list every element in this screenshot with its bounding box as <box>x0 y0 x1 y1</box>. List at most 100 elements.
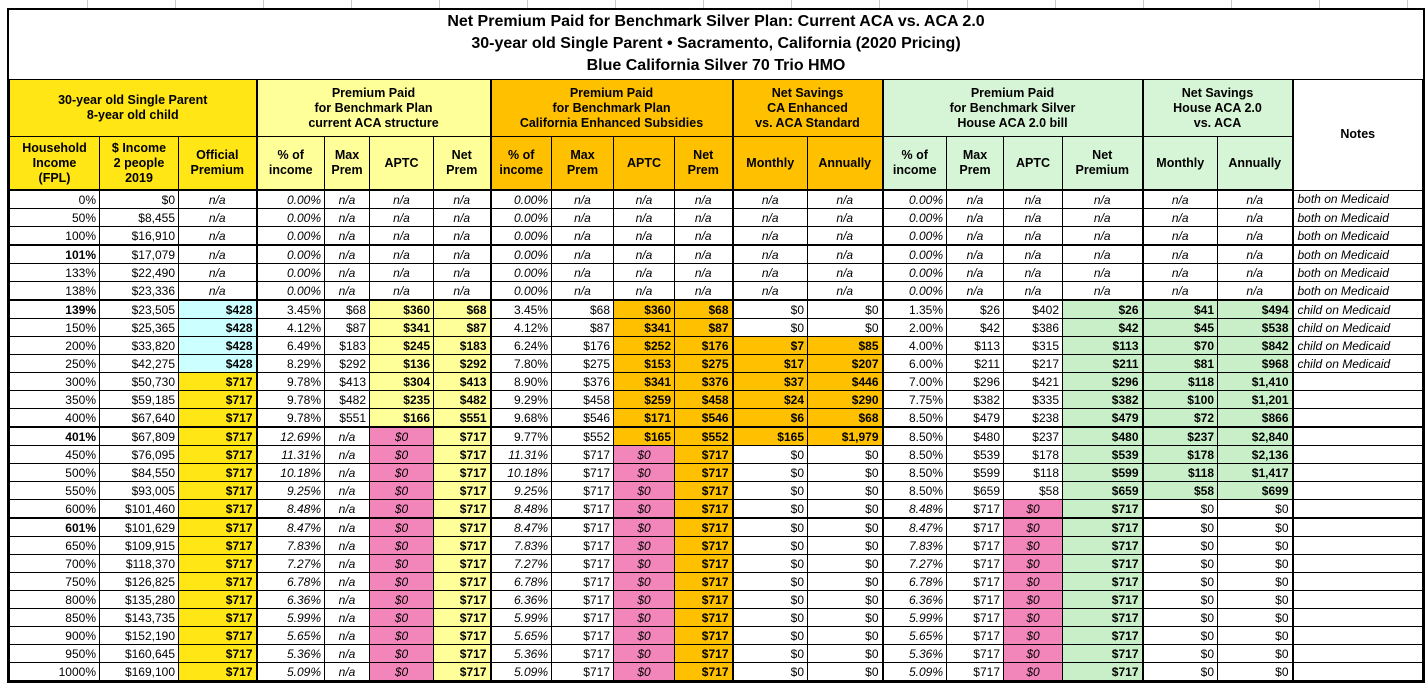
cell-ca-pct-income: 7.27% <box>489 554 552 573</box>
cell-house-pct-income: 8.50% <box>881 408 947 428</box>
cell-ca-annually: $0 <box>807 608 883 627</box>
cell-aca-max-prem: n/a <box>324 481 370 500</box>
cell-aca-pct-income: 12.69% <box>255 426 325 446</box>
cell-house-pct-income: 8.50% <box>881 426 947 446</box>
cell-house-net-premium: $599 <box>1062 463 1143 482</box>
cell-notes <box>1291 408 1423 428</box>
cell-house-annually: n/a <box>1217 281 1293 301</box>
cell-notes: both on Medicaid <box>1291 263 1423 282</box>
cell-house-net-premium: $717 <box>1062 626 1143 645</box>
cell-ca-max-prem: n/a <box>551 208 614 227</box>
cell-ca-aptc: n/a <box>613 226 675 246</box>
cell-fpl: 650% <box>9 536 100 555</box>
cell-ca-monthly: $0 <box>731 517 808 537</box>
cell-ca-annually: $0 <box>807 662 883 681</box>
cell-aca-net-prem: $717 <box>433 445 491 464</box>
cell-house-max-prem: $717 <box>946 499 1004 519</box>
cell-fpl: 600% <box>9 499 100 519</box>
cell-ca-pct-income: 5.36% <box>489 644 552 663</box>
cell-notes: child on Medicaid <box>1291 336 1423 355</box>
cell-ca-aptc: $0 <box>613 445 675 464</box>
cell-aca-aptc: n/a <box>369 208 434 227</box>
cell-house-annually: n/a <box>1217 244 1293 264</box>
cell-house-monthly: $0 <box>1141 590 1218 609</box>
cell-income: $93,005 <box>99 481 179 500</box>
cell-ca-max-prem: n/a <box>551 226 614 246</box>
cell-house-pct-income: 6.78% <box>881 572 947 591</box>
cell-notes: child on Medicaid <box>1291 318 1423 337</box>
cell-notes <box>1291 481 1423 500</box>
table-row-fpl-400: 400% $67,640 $717 9.78% $551 $166 $551 9.68% $54… <box>9 408 1423 428</box>
cell-ca-annually: $68 <box>807 408 883 428</box>
cell-ca-max-prem: n/a <box>551 281 614 301</box>
cell-aca-pct-income: 9.78% <box>255 372 325 391</box>
cell-ca-max-prem: $717 <box>551 517 614 537</box>
cell-ca-net-prem: $717 <box>674 608 733 627</box>
cell-house-pct-income: 5.36% <box>881 644 947 663</box>
cell-aca-max-prem: n/a <box>324 463 370 482</box>
column-header-ca-aptc: APTC <box>613 136 675 191</box>
cell-aca-max-prem: n/a <box>324 226 370 246</box>
cell-house-monthly: $118 <box>1141 463 1218 482</box>
column-header-house-pct-income: % of income <box>881 136 947 191</box>
cell-ca-aptc: $0 <box>613 626 675 645</box>
group-header-notes: Notes <box>1291 79 1423 191</box>
cell-house-annually: $866 <box>1217 408 1293 428</box>
cell-aca-pct-income: 0.00% <box>255 208 325 227</box>
cell-fpl: 850% <box>9 608 100 627</box>
cell-house-aptc: n/a <box>1003 226 1063 246</box>
cell-aca-net-prem: $717 <box>433 426 491 446</box>
column-header-aca-net-prem: Net Prem <box>433 136 491 191</box>
cell-house-net-premium: n/a <box>1062 208 1143 227</box>
cell-aca-net-prem: $717 <box>433 644 491 663</box>
cell-aca-pct-income: 6.78% <box>255 572 325 591</box>
cell-income: $109,915 <box>99 536 179 555</box>
cell-ca-max-prem: $717 <box>551 626 614 645</box>
cell-house-net-premium: n/a <box>1062 244 1143 264</box>
cell-ca-pct-income: 11.31% <box>489 445 552 464</box>
cell-house-max-prem: n/a <box>946 189 1004 209</box>
cell-ca-net-prem: $717 <box>674 499 733 519</box>
table-row-fpl-200: 200% $33,820 $428 6.49% $183 $245 $183 6.24% $17… <box>9 336 1423 355</box>
cell-fpl: 139% <box>9 299 100 319</box>
cell-ca-monthly: $37 <box>731 372 808 391</box>
cell-income: $135,280 <box>99 590 179 609</box>
cell-house-monthly: $237 <box>1141 426 1218 446</box>
cell-income: $169,100 <box>99 662 179 681</box>
cell-ca-pct-income: 3.45% <box>489 299 552 319</box>
table-row-fpl-50: 50% $8,455 n/a 0.00% n/a n/a n/a 0.00% n/a n/a n/a… <box>9 208 1423 227</box>
cell-official-premium: $717 <box>178 572 257 591</box>
cell-house-aptc: $335 <box>1003 390 1063 409</box>
cell-ca-max-prem: $717 <box>551 662 614 681</box>
column-header-ca-net-prem: Net Prem <box>674 136 733 191</box>
cell-fpl: 950% <box>9 644 100 663</box>
table-row-fpl-900: 900% $152,190 $717 5.65% n/a $0 $717 5.65% $717 $… <box>9 626 1423 645</box>
cell-ca-monthly: $0 <box>731 554 808 573</box>
cell-house-monthly: $118 <box>1141 372 1218 391</box>
cell-income: $25,365 <box>99 318 179 337</box>
cell-notes: child on Medicaid <box>1291 299 1423 319</box>
cell-aca-aptc: $0 <box>369 608 434 627</box>
cell-ca-max-prem: $717 <box>551 536 614 555</box>
cell-house-pct-income: 8.50% <box>881 463 947 482</box>
cell-house-monthly: $0 <box>1141 517 1218 537</box>
cell-ca-aptc: $0 <box>613 463 675 482</box>
cell-ca-aptc: $0 <box>613 481 675 500</box>
cell-income: $8,455 <box>99 208 179 227</box>
cell-notes <box>1291 662 1423 681</box>
cell-ca-monthly: n/a <box>731 189 808 209</box>
cell-ca-annually: $0 <box>807 463 883 482</box>
cell-official-premium: n/a <box>178 281 257 301</box>
cell-official-premium: $717 <box>178 445 257 464</box>
cell-aca-aptc: $166 <box>369 408 434 428</box>
cell-aca-net-prem: n/a <box>433 244 491 264</box>
cell-house-monthly: n/a <box>1141 244 1218 264</box>
column-header-fpl: Household Income (FPL) <box>9 136 100 191</box>
cell-house-max-prem: $26 <box>946 299 1004 319</box>
cell-ca-monthly: $0 <box>731 626 808 645</box>
cell-house-annually: n/a <box>1217 189 1293 209</box>
cell-notes: both on Medicaid <box>1291 189 1423 209</box>
cell-aca-max-prem: $551 <box>324 408 370 428</box>
cell-house-aptc: $0 <box>1003 499 1063 519</box>
